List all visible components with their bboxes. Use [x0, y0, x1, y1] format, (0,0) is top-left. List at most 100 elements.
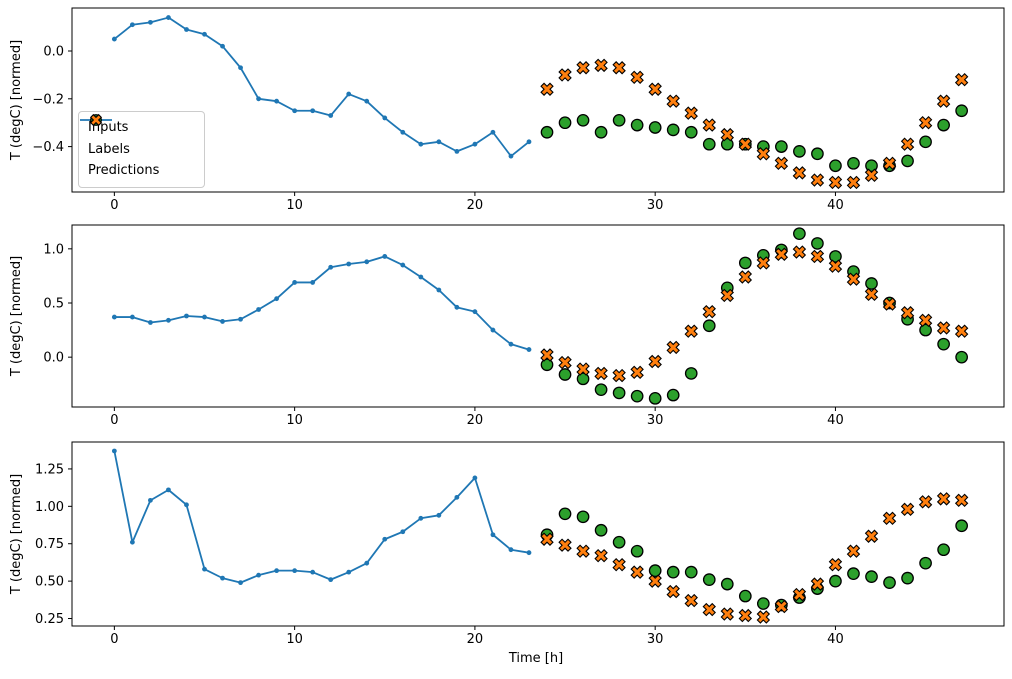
legend-label-predictions: Predictions [88, 163, 160, 179]
subplot-1: 0 10 20 30 40 0.0 −0.2 −0.4 [32, 7, 1005, 213]
data-point [558, 116, 572, 130]
data-point [594, 383, 608, 397]
data-point [702, 319, 716, 333]
x-tick-label: 10 [286, 632, 303, 647]
data-point [792, 587, 807, 602]
data-point [684, 593, 698, 608]
data-point [630, 70, 644, 85]
data-point [594, 523, 608, 537]
data-point [400, 262, 406, 268]
data-point [472, 475, 478, 481]
data-point [436, 512, 442, 518]
data-point [238, 65, 243, 71]
data-point [738, 608, 753, 623]
data-point [220, 319, 225, 324]
data-point [666, 584, 680, 599]
data-point [256, 307, 261, 312]
data-point [292, 108, 298, 114]
data-point [274, 568, 280, 574]
data-point [526, 139, 532, 145]
series-predictions [540, 245, 969, 383]
data-point [508, 547, 514, 553]
data-point [648, 354, 662, 369]
series-labels [540, 104, 968, 173]
axes-frame [71, 224, 1005, 408]
x-tick-label: 0 [110, 632, 118, 647]
data-point [540, 348, 554, 362]
data-point [919, 323, 932, 337]
data-point [576, 362, 590, 376]
data-point [328, 113, 334, 118]
data-point [129, 22, 135, 28]
data-point [436, 287, 442, 293]
data-point [810, 577, 825, 591]
data-point [720, 577, 734, 591]
y-tick-label: 1.00 [35, 500, 64, 515]
data-point [955, 104, 968, 118]
data-point [936, 321, 951, 335]
y-tick-label: 0.0 [43, 351, 64, 366]
data-point [937, 543, 950, 557]
legend-item-predictions: Predictions [88, 113, 200, 182]
data-point [310, 280, 316, 285]
data-point [882, 297, 897, 311]
legend: Inputs Labels Predictions [78, 111, 205, 188]
data-point [901, 154, 914, 168]
data-point [774, 247, 789, 261]
x-tick-label: 0 [110, 413, 118, 428]
data-point [846, 175, 861, 190]
data-point [508, 153, 514, 159]
data-point [382, 254, 388, 259]
data-point [129, 539, 135, 545]
data-point [829, 574, 842, 588]
data-point [148, 320, 153, 325]
data-point [540, 82, 554, 96]
data-point [829, 250, 842, 263]
data-point [883, 576, 896, 589]
data-point [202, 31, 207, 37]
data-point [346, 91, 352, 97]
series-labels [540, 507, 968, 612]
x-tick-label: 30 [647, 632, 664, 647]
x-tick-label: 40 [827, 198, 844, 213]
data-point [648, 574, 662, 588]
data-point [129, 314, 135, 320]
data-point [540, 532, 554, 546]
y-tick-label: 1.0 [43, 242, 64, 257]
data-point [576, 372, 590, 386]
data-point [955, 519, 968, 533]
data-point [292, 568, 298, 574]
data-point [684, 565, 698, 579]
data-point [810, 249, 825, 264]
data-point [436, 139, 442, 145]
data-point [684, 106, 698, 120]
data-point [864, 287, 879, 302]
data-point [382, 536, 388, 542]
data-point [684, 367, 698, 380]
subplot-2: 0 10 20 30 40 0.0 0.5 1.0 [43, 224, 1005, 428]
data-point [666, 388, 680, 402]
data-point [630, 544, 644, 558]
data-point [702, 304, 716, 319]
x-axis-label: Time [h] [508, 651, 563, 666]
data-point [684, 125, 698, 139]
data-point [648, 82, 662, 96]
data-point [540, 358, 554, 372]
data-point [454, 494, 460, 500]
data-point [720, 607, 735, 621]
x-tick-label: 40 [827, 413, 844, 428]
data-point [918, 495, 933, 509]
data-point [558, 68, 572, 82]
y-axis-label-middle: T (degC) [normed] [9, 256, 24, 377]
data-point [811, 147, 824, 161]
data-point [900, 137, 915, 151]
data-point [811, 237, 824, 250]
data-point [720, 127, 735, 142]
data-point [111, 314, 117, 320]
data-point [612, 61, 626, 75]
series-inputs [111, 448, 532, 586]
data-point [148, 497, 153, 503]
data-point [738, 589, 752, 603]
data-point [346, 569, 352, 575]
data-point [274, 296, 280, 302]
